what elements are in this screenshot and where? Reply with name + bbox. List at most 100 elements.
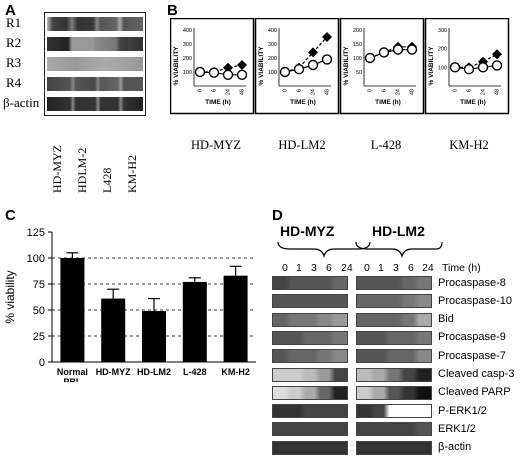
subplot-1: 100 200 300 400 0 6 24 48 % VIABILITY TIME (h) bbox=[254, 18, 340, 115]
circle-marker bbox=[236, 69, 248, 80]
diamond-marker bbox=[223, 62, 233, 73]
lane-label-hd-myz: HD-MYZ bbox=[50, 145, 64, 193]
x-tick-label: 48 bbox=[240, 89, 246, 95]
subplot-3: 100 200 300 0 6 24 48 % VIABILITY TIME (h) bbox=[424, 18, 510, 115]
category-label: PBL bbox=[63, 377, 82, 382]
x-tick-label: 48 bbox=[325, 89, 331, 95]
time-unit-label: Time (h) bbox=[442, 262, 481, 274]
time-label: 1 bbox=[296, 262, 302, 274]
category-label: HD-LM2 bbox=[137, 367, 171, 377]
y-tick-label: 125 bbox=[27, 227, 45, 239]
group-label-hd-myz: HD-MYZ bbox=[280, 223, 335, 239]
x-tick-label: 0 bbox=[283, 89, 289, 92]
series-line bbox=[284, 58, 328, 73]
series-line bbox=[455, 53, 498, 68]
bracket-hd-lm2 bbox=[355, 241, 443, 259]
blot-strip bbox=[356, 385, 432, 400]
x-tick-label: 6 bbox=[297, 89, 303, 92]
blot-strip bbox=[356, 422, 432, 437]
x-axis-label: TIME (h) bbox=[290, 99, 316, 106]
blot-row-label: Bid bbox=[438, 313, 454, 326]
panel-a-blot bbox=[44, 12, 146, 116]
blot-strip bbox=[356, 294, 432, 309]
blot-row-r1 bbox=[47, 17, 143, 31]
y-tick-label: 25 bbox=[33, 331, 45, 343]
cell-label-hd-myz: HD-MYZ bbox=[191, 138, 241, 152]
y-tick-label: 300 bbox=[268, 42, 277, 48]
series-line bbox=[284, 36, 328, 73]
y-tick-label: 0 bbox=[39, 357, 45, 369]
time-row: 0 1 3 6 24 0 1 3 6 24 Time (h) bbox=[270, 262, 520, 276]
panel-a-label: A bbox=[5, 2, 16, 19]
y-tick-label: 50 bbox=[33, 305, 45, 317]
y-axis-label: % VIABILITY bbox=[343, 46, 350, 86]
y-tick-label: 200 bbox=[438, 47, 447, 53]
y-tick-label: 300 bbox=[438, 28, 447, 34]
blot-row-r4 bbox=[47, 77, 143, 91]
row-label-r3: R3 bbox=[6, 55, 22, 70]
blot-strip bbox=[272, 330, 348, 345]
circle-marker bbox=[321, 54, 333, 65]
y-tick-label: 50 bbox=[356, 70, 362, 76]
blot-row-label: Cleaved casp-3 bbox=[438, 368, 515, 380]
circle-marker bbox=[491, 60, 503, 71]
time-label: 3 bbox=[393, 262, 399, 274]
blot-strip bbox=[272, 422, 348, 437]
circle-marker bbox=[406, 44, 418, 55]
y-tick-label: 75 bbox=[33, 279, 45, 291]
diamond-marker bbox=[322, 32, 332, 42]
y-axis-label: % viability bbox=[3, 270, 17, 323]
diamond-marker bbox=[478, 56, 488, 67]
category-label: KM-H2 bbox=[221, 367, 250, 377]
x-axis-label: TIME (h) bbox=[460, 99, 486, 106]
cell-label-hd-lm2: HD-LM2 bbox=[278, 138, 326, 152]
blot-row-label: β-actin bbox=[438, 441, 472, 454]
x-tick-label: 6 bbox=[467, 89, 473, 92]
x-tick-label: 24 bbox=[481, 89, 487, 95]
blot-strip bbox=[272, 294, 348, 309]
blot-strip bbox=[272, 367, 348, 382]
series-line bbox=[369, 49, 412, 59]
diamond-marker bbox=[308, 47, 318, 58]
y-axis-label: % VIABILITY bbox=[428, 46, 435, 86]
y-tick-label: 100 bbox=[268, 70, 277, 76]
blot-strip bbox=[272, 440, 348, 455]
blot-strip bbox=[356, 349, 432, 364]
subplot-frame bbox=[339, 18, 425, 115]
circle-marker bbox=[194, 66, 206, 78]
x-tick-label: 48 bbox=[410, 89, 416, 95]
group-brackets bbox=[277, 241, 443, 259]
group-label-hd-lm2: HD-LM2 bbox=[372, 223, 425, 239]
blot-row-label: Procaspase-10 bbox=[438, 294, 512, 307]
x-tick-label: 24 bbox=[311, 89, 317, 95]
blot-row-label: Procaspase-9 bbox=[438, 331, 506, 344]
time-label: 0 bbox=[282, 262, 288, 274]
subplot-frame bbox=[170, 18, 255, 115]
y-tick-label: 100 bbox=[183, 70, 192, 76]
lane-label-km-h2: KM-H2 bbox=[125, 155, 139, 193]
panel-b-label: B bbox=[167, 2, 178, 19]
x-tick-label: 0 bbox=[368, 89, 374, 92]
time-label: 6 bbox=[408, 262, 414, 274]
time-label: 1 bbox=[378, 262, 384, 274]
blot-strip bbox=[272, 404, 348, 419]
blot-row-r3 bbox=[47, 57, 143, 71]
time-label: 0 bbox=[364, 262, 370, 274]
y-axis-label: % VIABILITY bbox=[173, 46, 180, 86]
cell-label-l-428: L-428 bbox=[370, 138, 402, 152]
series-line bbox=[199, 71, 242, 76]
circle-marker bbox=[392, 44, 404, 55]
blot-strip bbox=[356, 330, 432, 345]
row-label-actin: β-actin bbox=[3, 95, 40, 110]
y-tick-label: 100 bbox=[353, 56, 362, 62]
y-tick-label: 100 bbox=[438, 65, 447, 71]
subplot-0: 100 200 300 400 0 6 24 48 % VIABILITY TIME (h) bbox=[170, 18, 255, 115]
x-tick-label: 48 bbox=[495, 89, 501, 95]
lane-label-l428: L428 bbox=[100, 167, 114, 193]
circle-marker bbox=[477, 62, 489, 73]
x-tick-label: 0 bbox=[453, 89, 459, 92]
time-label: 24 bbox=[422, 262, 434, 274]
blot-strip bbox=[356, 367, 432, 382]
x-axis-label: TIME (h) bbox=[375, 99, 401, 106]
